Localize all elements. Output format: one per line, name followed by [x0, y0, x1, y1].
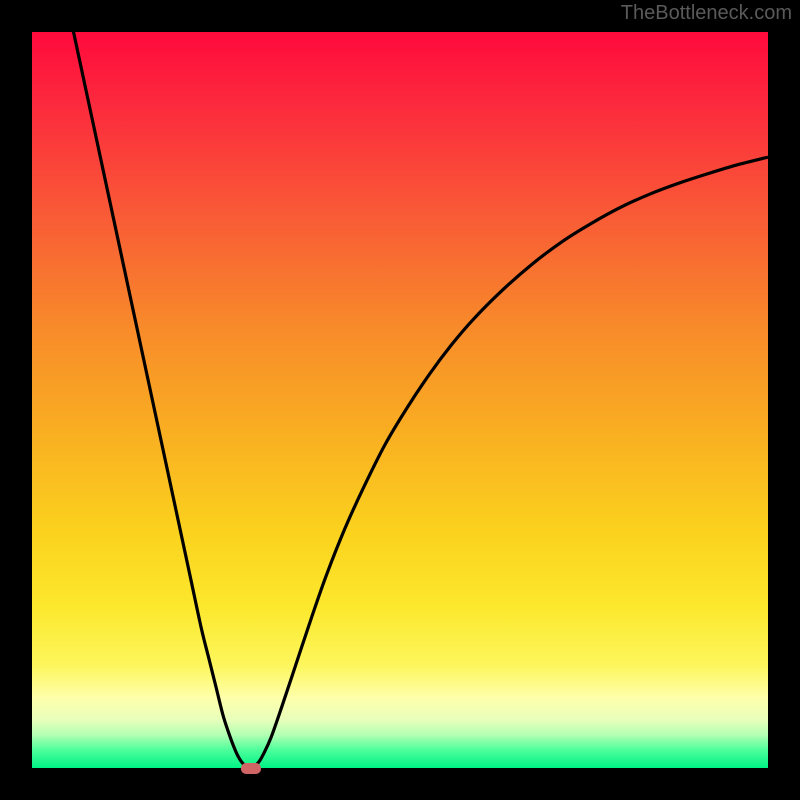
bottleneck-curve [69, 10, 768, 767]
watermark-text: TheBottleneck.com [621, 2, 792, 25]
optimal-point-marker [241, 763, 261, 774]
chart-plot-svg [0, 0, 800, 800]
